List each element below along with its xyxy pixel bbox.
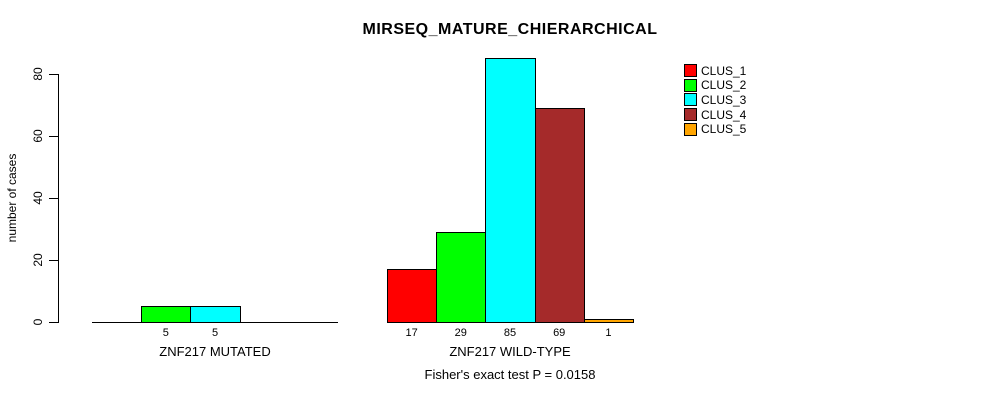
legend-label: CLUS_5 — [701, 122, 747, 137]
bar-clus_2 — [436, 232, 487, 323]
bar-value-label: 1 — [605, 327, 612, 339]
bar-value-label: 69 — [553, 327, 566, 339]
bar-clus_5 — [583, 319, 634, 323]
fisher-test-subtitle: Fisher's exact test P = 0.0158 — [424, 367, 596, 382]
y-tick-mark — [49, 198, 58, 199]
y-tick-label: 40 — [31, 191, 45, 205]
y-tick-mark — [49, 136, 58, 137]
bar-clus_3 — [485, 58, 536, 323]
group-label-znf217-wild-type: ZNF217 WILD-TYPE — [449, 344, 571, 359]
bar-clus_3 — [190, 306, 241, 323]
bar-value-label: 17 — [405, 327, 418, 339]
y-tick-label: 80 — [31, 67, 45, 81]
bar-value-label: 5 — [211, 327, 219, 339]
bar-value-label: 85 — [503, 327, 517, 339]
legend-swatch-clus_2 — [684, 78, 697, 92]
legend-label: CLUS_4 — [701, 107, 747, 122]
legend-swatch-clus_1 — [684, 64, 697, 77]
group-label-znf217-mutated: ZNF217 MUTATED — [159, 344, 271, 359]
legend-swatch-clus_5 — [684, 122, 697, 136]
y-tick-mark — [49, 74, 58, 75]
y-axis-line — [58, 74, 59, 323]
legend-label: CLUS_2 — [701, 78, 747, 93]
legend-swatch-clus_3 — [684, 93, 697, 107]
y-tick-label: 20 — [31, 253, 45, 267]
y-axis-label: number of cases — [5, 153, 19, 243]
y-tick-label: 60 — [31, 129, 45, 143]
chart-title: MIRSEQ_MATURE_CHIERARCHICAL — [362, 21, 658, 38]
bar-value-label: 5 — [162, 327, 169, 339]
y-tick-mark — [49, 322, 58, 323]
legend-label: CLUS_3 — [701, 92, 747, 107]
bar-clus_2 — [141, 306, 192, 323]
y-tick-label: 0 — [31, 318, 45, 326]
legend-label: CLUS_1 — [701, 63, 747, 78]
legend-swatch-clus_4 — [684, 108, 697, 122]
y-tick-mark — [49, 260, 58, 261]
bar-clus_4 — [534, 108, 585, 323]
bar-value-label: 29 — [454, 327, 467, 339]
bar-clus_1 — [387, 269, 438, 323]
